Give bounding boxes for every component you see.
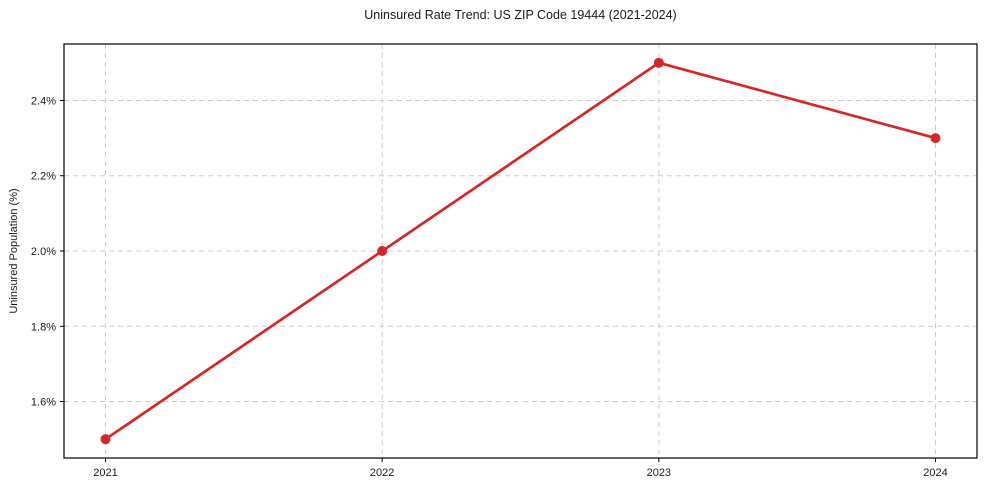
data-point-2023 [653, 57, 664, 68]
y-tick-label: 1.8% [31, 321, 56, 333]
y-tick-label: 1.6% [31, 397, 56, 409]
data-point-2021 [100, 434, 111, 445]
x-tick-label: 2022 [370, 467, 394, 479]
data-point-2022 [377, 246, 388, 256]
trend-line [104, 61, 937, 441]
y-tick-label: 2.0% [31, 246, 56, 258]
x-tick-label: 2023 [647, 467, 671, 479]
chart-title: Uninsured Rate Trend: US ZIP Code 19444 … [364, 8, 677, 22]
plot-border [63, 43, 978, 459]
x-tick-label: 2024 [923, 467, 947, 479]
data-point-2024 [930, 133, 941, 144]
y-tick-label: 2.4% [31, 95, 56, 107]
y-tick-label: 2.2% [31, 171, 56, 183]
x-tick-label: 2021 [93, 467, 117, 479]
